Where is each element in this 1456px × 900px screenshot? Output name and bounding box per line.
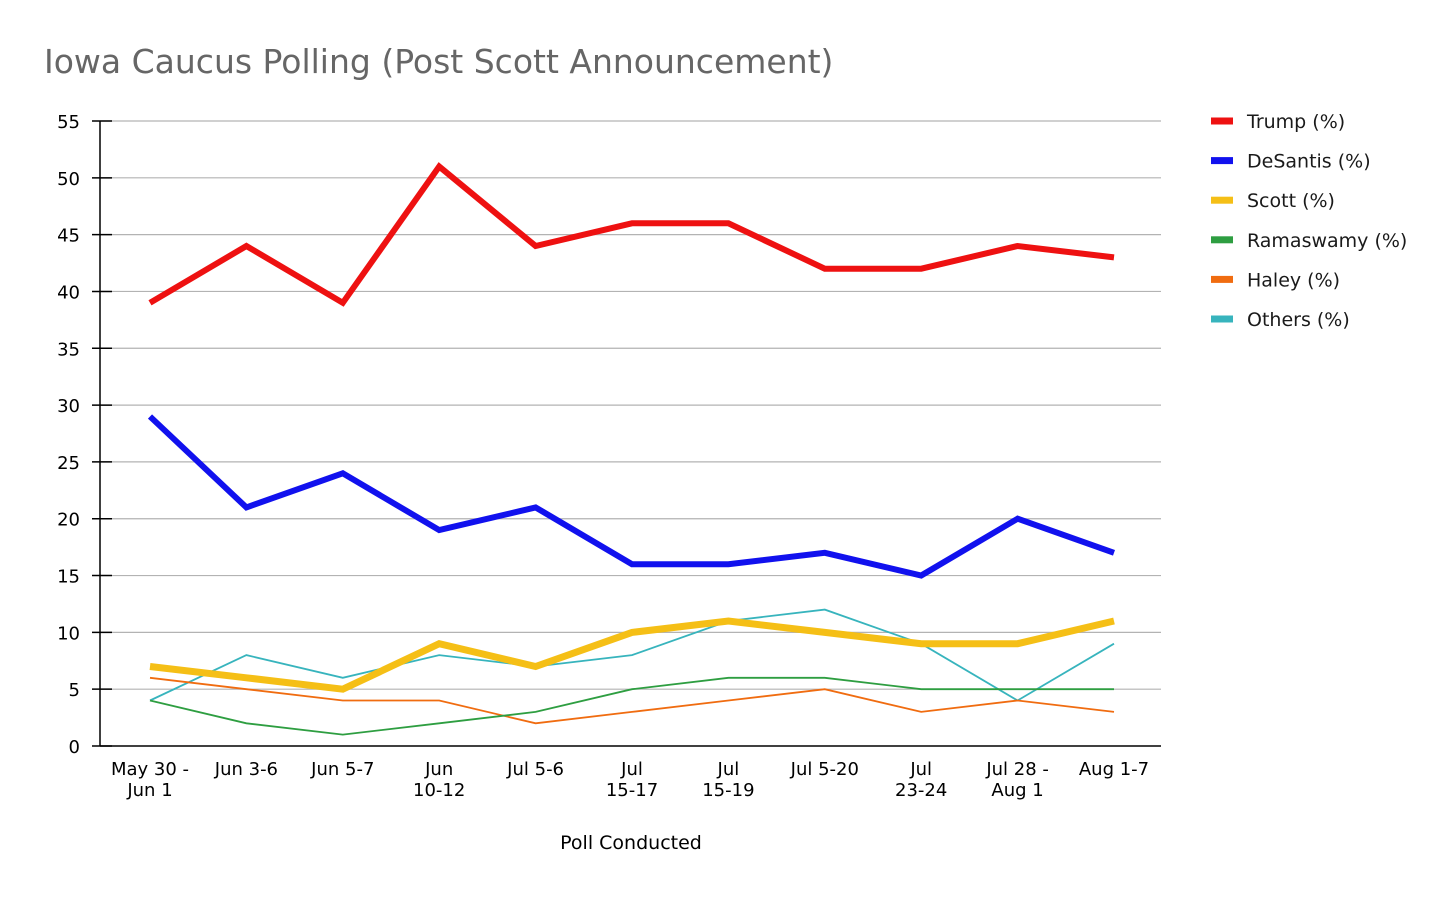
series-lines (147, 162, 1116, 736)
legend-swatch-others (1211, 315, 1233, 323)
series-line-others (149, 608, 1115, 702)
axes (92, 120, 1161, 747)
legend-swatch-trump (1211, 117, 1233, 125)
legend-label-trump: Trump (%) (1246, 111, 1345, 133)
x-axis-tick-labels: May 30 -Jun 1 Jun 3-6 Jun 5-7 Jun 10-12 Jul 5… (111, 759, 1149, 801)
x-tick-label: Jul 28 -Aug 1 (985, 759, 1049, 801)
legend-swatch-desantis (1211, 157, 1233, 165)
x-tick-label: Jul 5-20 (790, 759, 859, 780)
y-tick-label: 15 (57, 567, 80, 588)
x-tick-label: May 30 -Jun 1 (111, 759, 189, 801)
legend-label-ramaswamy: Ramaswamy (%) (1247, 230, 1407, 252)
y-tick-label: 50 (57, 169, 80, 190)
legend-label-haley: Haley (%) (1247, 269, 1340, 291)
y-tick-label: 55 (57, 112, 80, 133)
series-line-desantis (147, 414, 1116, 579)
legend-label-scott: Scott (%) (1247, 190, 1335, 212)
legend: Trump (%) DeSantis (%) Scott (%) Ramaswamy … (1211, 111, 1407, 331)
x-tick-label: Jul 23-24 (895, 759, 947, 801)
x-tick-label: Jun 10-12 (413, 759, 465, 801)
x-axis-title: Poll Conducted (560, 832, 702, 854)
y-tick-label: 40 (57, 282, 80, 303)
series-line-haley (149, 676, 1115, 725)
legend-swatch-haley (1211, 275, 1233, 283)
legend-swatch-scott (1211, 196, 1233, 204)
y-tick-label: 35 (57, 339, 80, 360)
x-tick-label: Jul 15-19 (702, 759, 754, 801)
x-tick-label: Jun 3-6 (214, 759, 278, 780)
x-tick-label: Jul 15-17 (606, 759, 658, 801)
series-line-scott (149, 617, 1115, 693)
y-tick-label: 30 (57, 396, 80, 417)
x-tick-label: Jul 5-6 (506, 759, 564, 780)
y-tick-label: 5 (69, 680, 80, 701)
gridlines (100, 120, 1161, 690)
series-line-trump (148, 162, 1115, 307)
legend-label-others: Others (%) (1247, 309, 1350, 331)
y-tick-label: 25 (57, 453, 80, 474)
series-line-ramaswamy (149, 676, 1114, 736)
chart-title: Iowa Caucus Polling (Post Scott Announce… (44, 42, 833, 81)
legend-swatch-ramaswamy (1211, 236, 1233, 244)
legend-label-desantis: DeSantis (%) (1247, 151, 1371, 173)
y-tick-label: 20 (57, 510, 80, 531)
y-axis-tick-labels: 0 5 10 15 20 25 30 35 40 45 50 55 (57, 112, 80, 758)
y-tick-label: 0 (69, 737, 80, 758)
x-tick-label: Aug 1-7 (1079, 759, 1149, 780)
x-tick-label: Jun 5-7 (310, 759, 374, 780)
y-tick-label: 10 (57, 623, 80, 644)
y-tick-label: 45 (57, 226, 80, 247)
